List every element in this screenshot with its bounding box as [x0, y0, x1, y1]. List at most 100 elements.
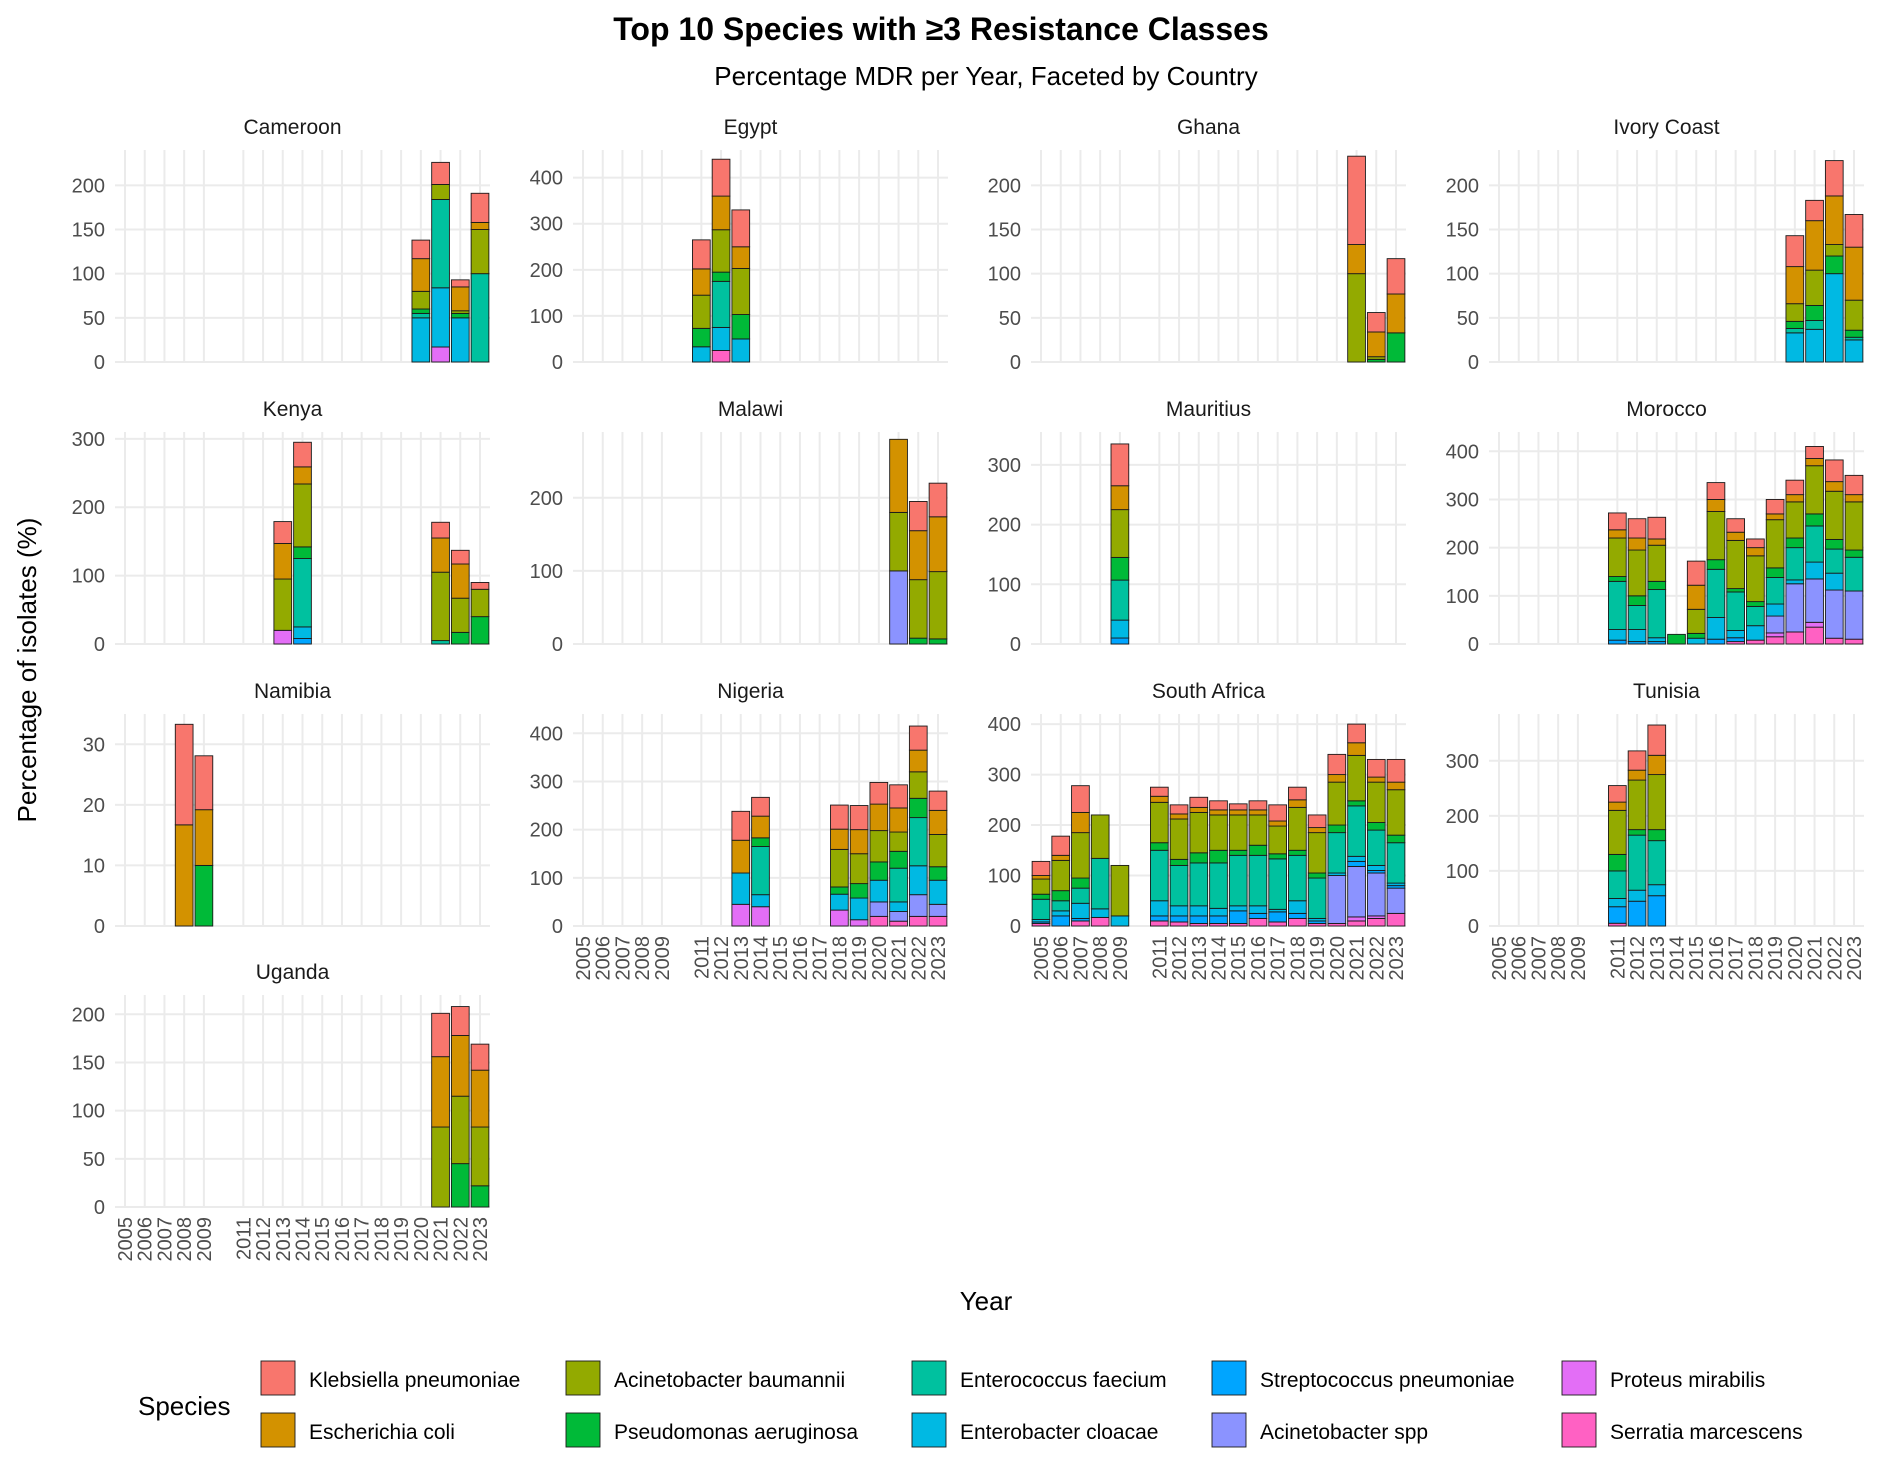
bar-segment-acinetobacter-spp: [869, 901, 889, 917]
x-tick-label: 2022: [450, 1217, 472, 1262]
x-tick-label: 2011: [691, 936, 713, 979]
facet-strip-label: Mauritius: [1166, 398, 1251, 421]
bar-segment-klebsiella-pneumoniae: [928, 482, 948, 518]
bar-segment-proteus-mirabilis: [431, 346, 450, 363]
bar-segment-streptococcus-pneumoniae: [1150, 915, 1169, 922]
x-tick-label: 2022: [1824, 936, 1846, 981]
bar-segment-enterococcus-faecium: [431, 640, 450, 645]
legend-swatch: [1211, 1412, 1247, 1448]
bar-segment-acinetobacter-baumannii: [1824, 490, 1844, 540]
bar-nigeria-2022: [908, 725, 928, 927]
legend-label: Enterobacter cloacae: [960, 1421, 1158, 1444]
bar-segment-streptococcus-pneumoniae: [1627, 900, 1647, 927]
bar-nigeria-2018: [830, 804, 849, 927]
bar-segment-klebsiella-pneumoniae: [1248, 800, 1268, 811]
bar-south-africa-2005: [1031, 860, 1051, 927]
bar-segment-pseudomonas-aeruginosa: [1844, 329, 1864, 338]
bar-segment-enterococcus-faecium: [1647, 840, 1667, 886]
bar-segment-escherichia-coli: [1347, 742, 1366, 756]
bar-morocco-2015: [1686, 560, 1706, 645]
y-tick-label: 100: [1446, 264, 1479, 286]
x-tick-label: 2008: [1090, 936, 1112, 981]
legend-item-enterobacter-cloacae: Enterobacter cloacae: [911, 1412, 1158, 1448]
legend-swatch: [1211, 1360, 1247, 1396]
x-tick-label: 2013: [731, 936, 753, 981]
bar-segment-enterococcus-faecium: [1824, 548, 1844, 574]
x-tick-label: 2014: [293, 1217, 315, 1262]
facet-namibia: Namibia 0 10 20 30: [83, 680, 490, 938]
bar-segment-acinetobacter-baumannii: [1686, 608, 1706, 634]
bar-segment-enterococcus-faecium: [1785, 327, 1805, 334]
x-tick-label: 2005: [1031, 936, 1053, 981]
y-tick-label: 0: [1010, 916, 1021, 938]
bar-cameroon-2020: [411, 239, 431, 363]
bar-segment-pseudomonas-aeruginosa: [1647, 580, 1667, 591]
bar-segment-klebsiella-pneumoniae: [1647, 516, 1667, 540]
bar-segment-pseudomonas-aeruginosa: [849, 883, 869, 899]
bar-segment-serratia-marcescens: [1288, 917, 1307, 927]
bar-segment-enterococcus-faecium: [1608, 870, 1627, 899]
bar-namibia-2009: [194, 755, 214, 927]
bar-segment-acinetobacter-baumannii: [1647, 774, 1667, 831]
bar-cameroon-2022: [450, 279, 470, 363]
x-tick-label: 2007: [612, 936, 634, 981]
bar-segment-enterococcus-faecium: [1051, 900, 1071, 912]
bar-segment-enterobacter-cloacae: [711, 326, 731, 351]
bar-segment-escherichia-coli: [1785, 266, 1805, 305]
x-tick-label: 2012: [711, 936, 733, 981]
bar-segment-escherichia-coli: [1805, 220, 1824, 271]
facet-strip-label: South Africa: [1152, 680, 1266, 703]
bar-segment-enterobacter-cloacae: [1110, 915, 1130, 927]
bar-morocco-2021: [1805, 446, 1824, 645]
bar-segment-escherichia-coli: [431, 1056, 450, 1128]
bar-south-africa-2018: [1288, 786, 1307, 927]
x-tick-label: 2006: [1051, 936, 1073, 981]
bar-segment-enterococcus-faecium: [1110, 579, 1130, 621]
bar-segment-escherichia-coli: [692, 268, 711, 296]
bar-segment-escherichia-coli: [1031, 875, 1051, 880]
bar-nigeria-2014: [751, 796, 770, 927]
bar-cameroon-2023: [470, 192, 490, 363]
bar-segment-klebsiella-pneumoniae: [450, 279, 470, 288]
bar-segment-pseudomonas-aeruginosa: [908, 797, 928, 819]
x-tick-label: 2008: [174, 1217, 196, 1262]
bar-morocco-2013: [1647, 516, 1667, 645]
y-tick-label: 300: [988, 455, 1021, 477]
facet-strip-label: Ivory Coast: [1613, 116, 1719, 139]
x-tick-label: 2012: [1169, 936, 1191, 981]
bar-segment-escherichia-coli: [1386, 293, 1406, 334]
bar-malawi-2021: [889, 438, 908, 645]
bar-segment-acinetobacter-baumannii: [908, 771, 928, 799]
bar-segment-pseudomonas-aeruginosa: [692, 327, 711, 348]
x-tick-label: 2019: [849, 936, 871, 981]
bar-segment-escherichia-coli: [1110, 485, 1130, 511]
bar-segment-acinetobacter-baumannii: [431, 183, 450, 200]
bar-segment-streptococcus-pneumoniae: [1347, 860, 1366, 867]
bar-south-africa-2009: [1110, 864, 1130, 927]
bar-segment-escherichia-coli: [1765, 513, 1785, 521]
x-tick-label: 2020: [411, 1217, 433, 1262]
bar-segment-pseudomonas-aeruginosa: [450, 312, 470, 319]
bar-segment-serratia-marcescens: [889, 920, 908, 927]
bar-segment-acinetobacter-baumannii: [1805, 269, 1824, 306]
x-tick-label: 2007: [1070, 936, 1092, 981]
bar-segment-streptococcus-pneumoniae: [293, 638, 312, 645]
bar-segment-escherichia-coli: [849, 829, 869, 855]
bar-segment-streptococcus-pneumoniae: [1706, 638, 1726, 645]
bar-segment-klebsiella-pneumoniae: [1765, 499, 1785, 515]
x-tick-label: 2021: [431, 1217, 453, 1262]
bar-segment-klebsiella-pneumoniae: [1785, 235, 1805, 268]
bar-segment-pseudomonas-aeruginosa: [1706, 559, 1726, 570]
y-tick-label: 150: [72, 220, 105, 242]
bar-segment-acinetobacter-baumannii: [1844, 501, 1864, 551]
bar-segment-escherichia-coli: [1386, 781, 1406, 791]
bar-morocco-2017: [1726, 518, 1745, 645]
bar-segment-proteus-mirabilis: [1765, 632, 1785, 638]
bar-segment-pseudomonas-aeruginosa: [1844, 549, 1864, 558]
x-tick-label: 2022: [908, 936, 930, 981]
bar-segment-pseudomonas-aeruginosa: [1627, 829, 1647, 836]
bar-south-africa-2014: [1209, 800, 1228, 927]
facet-strip-label: Namibia: [254, 680, 331, 703]
bar-segment-escherichia-coli: [1327, 774, 1347, 783]
